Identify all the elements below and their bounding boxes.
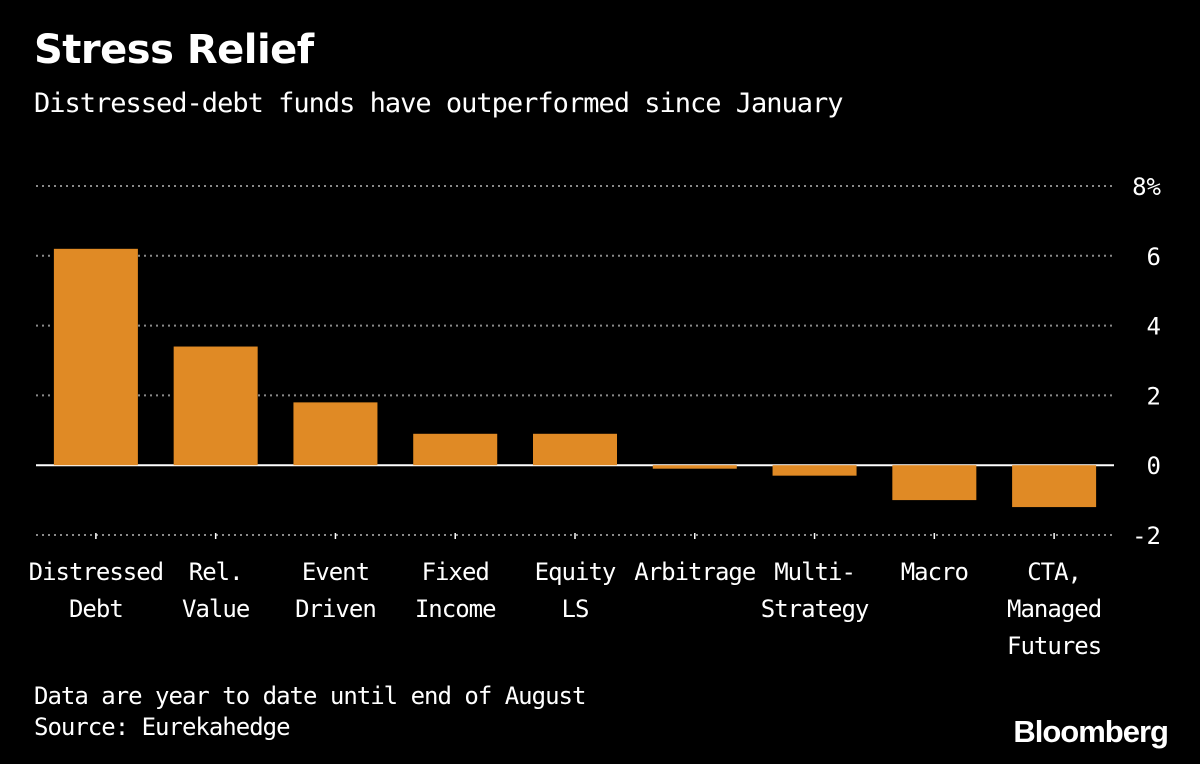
y-tick-label: 2: [1147, 382, 1161, 410]
x-tick-label: CTA,: [1027, 558, 1081, 586]
bar: [772, 465, 857, 476]
x-tick-label: Fixed: [422, 558, 489, 586]
x-tick-label: Income: [415, 595, 496, 623]
x-tick-label: Managed: [1007, 595, 1101, 623]
chart-subtitle: Distressed-debt funds have outperformed …: [34, 88, 844, 119]
x-tick-label: Equity: [535, 558, 616, 586]
bar: [892, 465, 977, 501]
x-tick-label: Arbitrage: [634, 558, 756, 586]
x-tick-label: Value: [182, 595, 250, 623]
bar: [652, 465, 737, 469]
x-tick-label: Multi-: [774, 558, 855, 586]
bloomberg-logo: Bloomberg: [1013, 714, 1169, 749]
x-tick-label: Event: [302, 558, 369, 586]
y-tick-label: 4: [1147, 313, 1161, 341]
y-tick-label: 6: [1147, 243, 1161, 271]
source-note: Source: Eurekahedge: [34, 713, 291, 741]
x-tick-label: LS: [562, 595, 589, 623]
bar: [413, 433, 498, 466]
x-tick-label: Driven: [295, 595, 376, 623]
y-tick-label: 0: [1147, 452, 1161, 480]
bar: [293, 402, 378, 466]
bar: [533, 433, 617, 466]
data-note: Data are year to date until end of Augus…: [34, 682, 586, 710]
x-tick-label: Macro: [901, 558, 968, 586]
y-tick-label: 8%: [1132, 173, 1161, 201]
x-tick-label: Futures: [1007, 632, 1101, 660]
bar: [53, 248, 138, 466]
x-tick-label: Strategy: [761, 595, 869, 623]
chart-title: Stress Relief: [34, 27, 314, 73]
bar: [1012, 465, 1097, 508]
x-tick-label: Rel.: [189, 558, 243, 586]
bar: [173, 346, 258, 466]
y-tick-label: -2: [1132, 522, 1161, 550]
x-tick-label: Debt: [69, 595, 123, 623]
x-tick-label: Distressed: [29, 558, 164, 586]
